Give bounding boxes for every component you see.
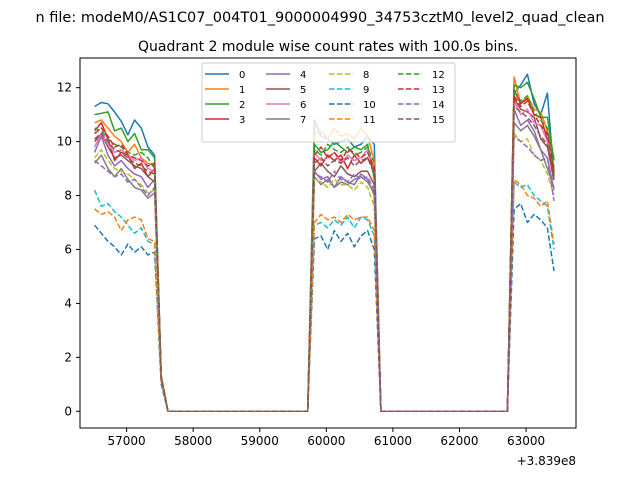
x-axis: 57000 58000 59000 60000 61000 62000 63000 xyxy=(108,428,545,448)
legend-label-5: 5 xyxy=(300,85,306,96)
x-offset-label: +3.839e8 xyxy=(517,454,576,468)
series-line-3 xyxy=(94,89,555,413)
series-line-6 xyxy=(93,100,555,413)
series-line-10 xyxy=(94,202,555,413)
y-tick-label: 10 xyxy=(57,135,72,149)
series-line-4 xyxy=(93,108,555,413)
series-lines xyxy=(93,73,555,413)
series-line-13 xyxy=(94,95,555,413)
plot-frame xyxy=(79,57,577,429)
chart-subtitle: Quadrant 2 module wise count rates with … xyxy=(138,39,518,55)
legend-label-2: 2 xyxy=(239,100,245,111)
series-line-15 xyxy=(94,105,555,413)
legend-label-15: 15 xyxy=(432,115,445,126)
legend-label-7: 7 xyxy=(300,115,306,126)
series-line-12 xyxy=(94,89,555,413)
series-line-7 xyxy=(94,121,555,413)
legend-label-10: 10 xyxy=(363,100,376,111)
x-tick-label: 62000 xyxy=(440,434,478,448)
legend-label-1: 1 xyxy=(239,85,245,96)
x-tick-label: 61000 xyxy=(374,434,412,448)
y-tick-label: 2 xyxy=(64,350,72,364)
legend-label-0: 0 xyxy=(239,70,245,81)
series-line-8 xyxy=(94,132,555,413)
series-line-11 xyxy=(94,178,555,413)
y-tick-label: 6 xyxy=(64,242,72,256)
legend-label-3: 3 xyxy=(239,115,245,126)
series-line-14 xyxy=(94,135,555,413)
legend-label-13: 13 xyxy=(432,85,445,96)
series-line-9 xyxy=(93,181,555,413)
x-tick-label: 57000 xyxy=(108,434,146,448)
y-tick-label: 4 xyxy=(64,296,72,310)
y-tick-label: 0 xyxy=(64,404,72,418)
legend-label-14: 14 xyxy=(432,100,445,111)
legend-box xyxy=(201,62,456,143)
x-tick-label: 63000 xyxy=(507,434,545,448)
y-tick-label: 8 xyxy=(64,189,72,203)
chart-title: n file: modeM0/AS1C07_004T01_9000004990_… xyxy=(35,10,604,26)
y-tick-label: 12 xyxy=(57,81,72,95)
legend-label-6: 6 xyxy=(300,100,306,111)
x-tick-label: 60000 xyxy=(307,434,345,448)
legend-label-12: 12 xyxy=(432,70,445,81)
series-line-5 xyxy=(94,97,555,413)
y-axis: 0 2 4 6 8 10 12 xyxy=(57,81,80,418)
legend-label-4: 4 xyxy=(300,70,306,81)
x-tick-label: 59000 xyxy=(241,434,279,448)
legend-label-11: 11 xyxy=(363,115,376,126)
x-tick-label: 58000 xyxy=(174,434,212,448)
series-line-2 xyxy=(94,81,555,413)
legend-label-9: 9 xyxy=(363,85,369,96)
legend-label-8: 8 xyxy=(363,70,369,81)
